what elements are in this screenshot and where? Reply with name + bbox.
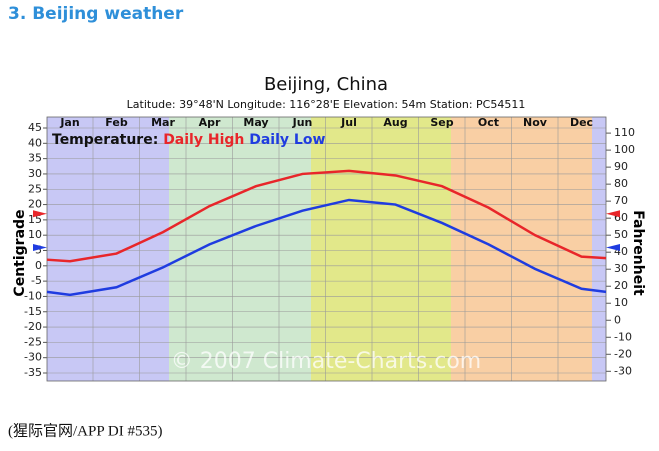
- y-axis-label: Centigrade: [12, 209, 28, 296]
- season-band: [592, 117, 606, 381]
- annual-mean-marker: [606, 210, 620, 218]
- y2-tick-label: 100: [614, 143, 635, 156]
- y2-axis-label: Fahrenheit: [630, 210, 646, 296]
- y-tick-label: 0: [35, 259, 42, 272]
- annual-mean-marker: [606, 243, 620, 251]
- y-tick-label: -5: [31, 274, 42, 287]
- y2-tick-label: -10: [614, 330, 632, 343]
- y-tick-label: 20: [28, 198, 42, 211]
- y-tick-label: 5: [35, 244, 42, 257]
- annual-mean-marker: [33, 210, 47, 218]
- y2-tick-label: -20: [614, 347, 632, 360]
- x-tick-label: Apr: [199, 116, 221, 129]
- legend: Temperature: Daily High Daily Low: [52, 132, 325, 148]
- chart-subtitle: Latitude: 39°48'N Longitude: 116°28'E El…: [127, 98, 526, 111]
- y2-tick-label: 110: [614, 126, 635, 139]
- y2-tick-label: 30: [614, 262, 628, 275]
- y-tick-label: -35: [24, 366, 42, 379]
- x-tick-label: Jun: [292, 116, 313, 129]
- line-series: [46, 198, 607, 297]
- legend-entry: Daily High: [163, 132, 244, 148]
- x-tick-label: Oct: [478, 116, 499, 129]
- y-tick-label: 15: [28, 213, 42, 226]
- y2-tick-label: 50: [614, 228, 628, 241]
- header: 3. Beijing weather: [8, 4, 184, 24]
- x-tick-label: Mar: [151, 116, 175, 129]
- y-tick-label: -10: [24, 289, 42, 302]
- x-tick-label: Feb: [105, 116, 128, 129]
- season-band: [311, 117, 451, 381]
- x-tick-label: Dec: [570, 116, 593, 129]
- annual-mean-marker: [33, 243, 47, 251]
- caption: (猩际官网/APP DI #535): [8, 422, 162, 439]
- y-tick-label: 30: [28, 167, 42, 180]
- y-tick-label: -30: [24, 351, 42, 364]
- plot-area: [47, 117, 606, 381]
- y2-tick-label: 10: [614, 296, 628, 309]
- y-tick-label: 25: [28, 182, 42, 195]
- legend-title: Temperature:: [52, 132, 158, 148]
- x-tick-label: Nov: [523, 116, 548, 129]
- x-tick-label: Jul: [340, 116, 357, 129]
- y-tick-label: 10: [28, 228, 42, 241]
- x-tick-label: May: [243, 116, 268, 129]
- y2-tick-label: 20: [614, 279, 628, 292]
- line-series: [46, 169, 607, 263]
- season-band: [451, 117, 592, 381]
- y-tick-label: -15: [24, 305, 42, 318]
- x-tick-label: Jan: [59, 116, 79, 129]
- chart-title: Beijing, China: [264, 74, 388, 95]
- y2-tick-label: -30: [614, 364, 632, 377]
- x-tick-label: Sep: [430, 116, 453, 129]
- y-tick-label: 40: [28, 136, 42, 149]
- legend-entry: Daily Low: [249, 132, 325, 148]
- x-tick-label: Aug: [383, 116, 407, 129]
- y2-tick-label: 70: [614, 194, 628, 207]
- y-tick-label: -20: [24, 320, 42, 333]
- y2-tick-label: 90: [614, 160, 628, 173]
- y-tick-label: 35: [28, 152, 42, 165]
- y-tick-label: 45: [28, 121, 42, 134]
- plot-frame: [46, 116, 607, 382]
- season-band: [169, 117, 311, 381]
- season-band: [47, 117, 169, 381]
- y2-tick-label: 0: [614, 313, 621, 326]
- y-tick-label: -25: [24, 335, 42, 348]
- y2-tick-label: 80: [614, 177, 628, 190]
- watermark: © 2007 Climate-Charts.com: [171, 349, 481, 374]
